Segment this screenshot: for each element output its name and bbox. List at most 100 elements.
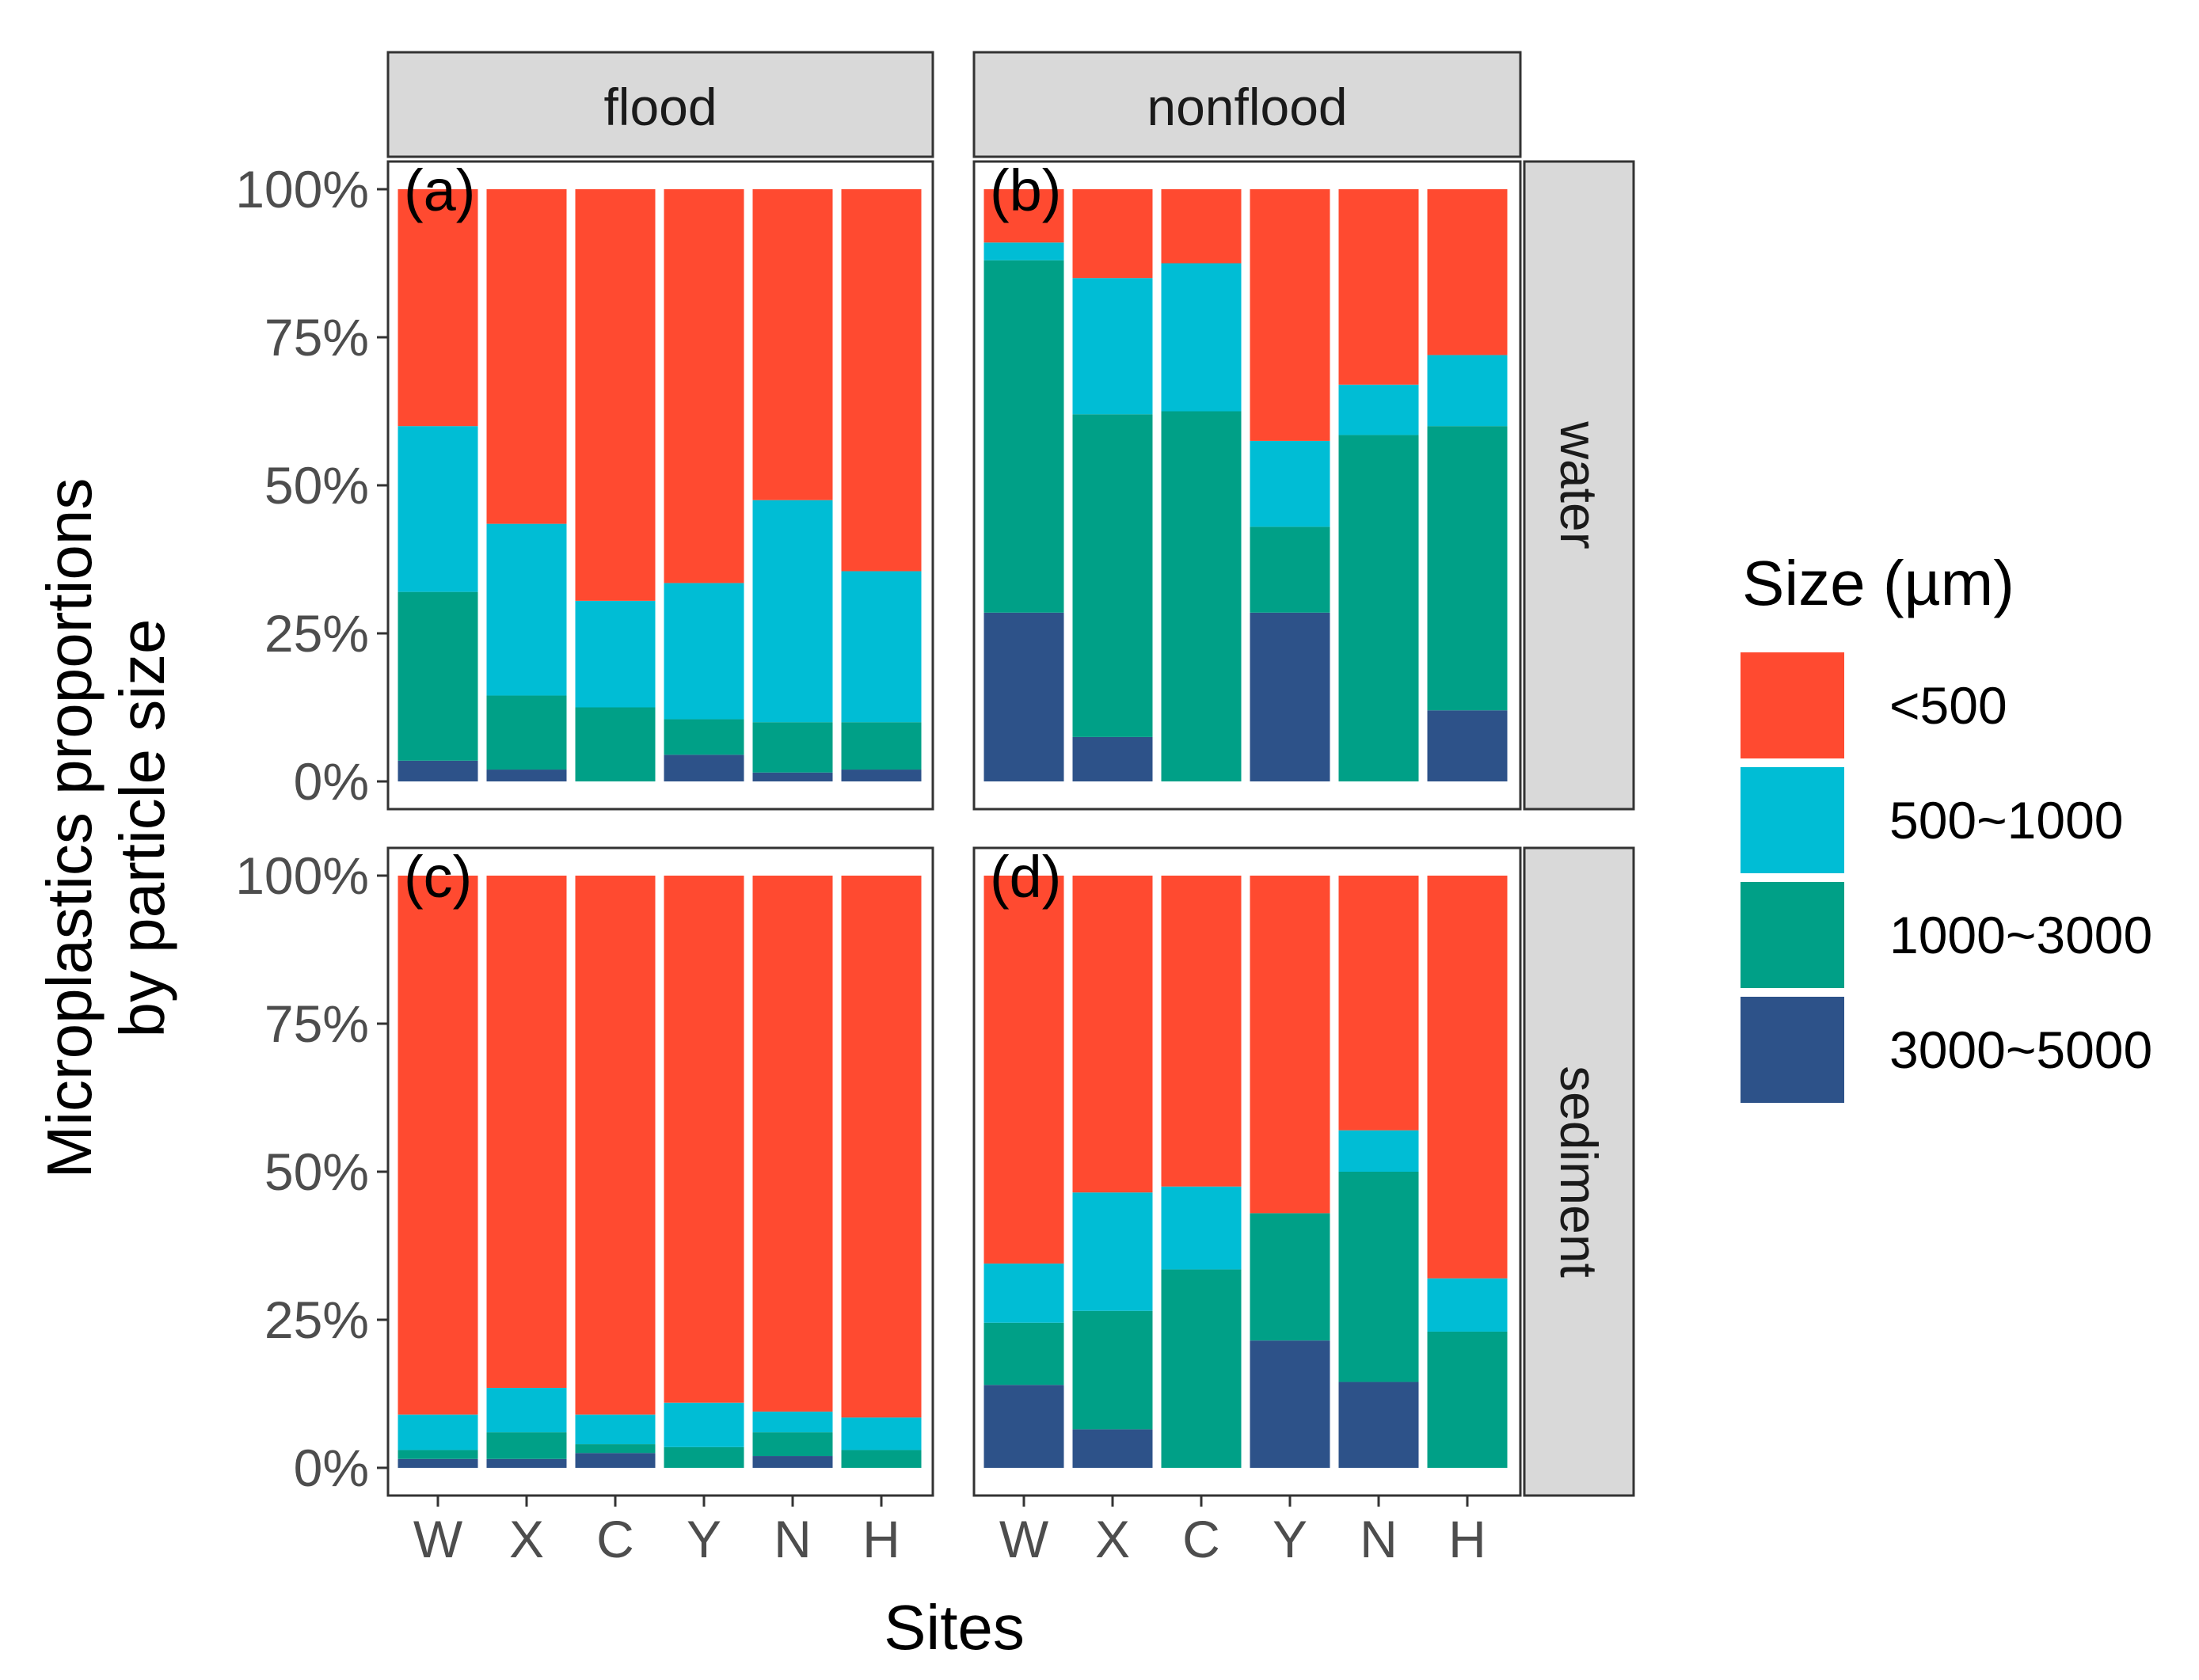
bar-b-X-3000_5000 <box>1072 736 1153 781</box>
bar-c-X-_500 <box>486 876 567 1389</box>
xaxis-right-tick-label-Y: Y <box>1273 1510 1307 1568</box>
y-axis-water: 0% 25% 50% 75% 100% <box>235 160 388 811</box>
bar-d-W-_500 <box>983 876 1064 1264</box>
legend-label-_500: <500 <box>1889 676 2007 735</box>
col-strip-nonflood: nonflood <box>972 51 1522 158</box>
panel-a-bars <box>398 189 922 781</box>
col-strip-nonflood-label: nonflood <box>1147 78 1347 136</box>
bar-d-C-1000_3000 <box>1161 1269 1242 1468</box>
bar-d-X-_500 <box>1072 876 1153 1193</box>
bar-c-W-3000_5000 <box>398 1458 478 1468</box>
legend-items: <500 500~1000 1000~3000 3000~5000 <box>1741 652 2152 1103</box>
xaxis-left-tick-label-Y: Y <box>687 1510 721 1568</box>
yaxis-top-tick-label-25: 25% <box>264 604 369 663</box>
bar-d-H-_500 <box>1427 876 1508 1279</box>
bar-a-N-1000_3000 <box>752 722 833 773</box>
bar-c-N-500_1000 <box>752 1411 833 1433</box>
row-strip-water-label: water <box>1550 420 1608 549</box>
legend-key-1000_3000 <box>1741 882 1844 988</box>
bar-a-X-_500 <box>486 189 567 524</box>
bar-c-Y-_500 <box>664 876 744 1403</box>
panel-d-bars <box>983 876 1508 1468</box>
bar-d-N-500_1000 <box>1338 1130 1419 1172</box>
bar-c-Y-1000_3000 <box>664 1446 744 1468</box>
bar-b-C-500_1000 <box>1161 263 1242 412</box>
bar-c-C-500_1000 <box>575 1414 656 1445</box>
bars-layer <box>398 189 1508 1468</box>
bar-d-H-500_1000 <box>1427 1278 1508 1332</box>
legend-key-_500 <box>1741 652 1844 758</box>
bar-a-C-_500 <box>575 189 656 601</box>
yaxis-top-tick-label-75: 75% <box>264 308 369 367</box>
y-axis-title: Microplastics proportions by particle si… <box>34 478 177 1179</box>
legend: Size (µm) <500 500~1000 1000~3000 3000~5000 <box>1741 548 2152 1103</box>
panel-tag-b: (b) <box>990 158 1061 223</box>
yaxis-top-tick-label-100: 100% <box>235 160 369 219</box>
bar-d-N-3000_5000 <box>1338 1382 1419 1468</box>
bar-b-X-1000_3000 <box>1072 414 1153 737</box>
bar-a-N-3000_5000 <box>752 772 833 781</box>
xaxis-right-tick-label-C: C <box>1182 1510 1220 1568</box>
xaxis-left-tick-label-W: W <box>413 1510 463 1568</box>
bar-c-Y-500_1000 <box>664 1402 744 1447</box>
xaxis-left-tick-label-H: H <box>862 1510 900 1568</box>
bar-d-H-1000_3000 <box>1427 1331 1508 1468</box>
bar-a-W-1000_3000 <box>398 591 478 761</box>
bar-d-X-1000_3000 <box>1072 1310 1153 1430</box>
xaxis-right-tick-label-X: X <box>1095 1510 1130 1568</box>
xaxis-right-tick-label-W: W <box>999 1510 1049 1568</box>
bar-b-W-1000_3000 <box>983 260 1064 613</box>
yaxis-top-tick-label-0: 0% <box>294 752 369 811</box>
y-axis-title-line-2: by particle size <box>107 618 177 1037</box>
legend-title: Size (µm) <box>1742 548 2014 618</box>
col-strip-flood-bg <box>386 51 934 158</box>
row-strip-sediment: sediment <box>1523 846 1635 1497</box>
x-axis-title: Sites <box>884 1592 1025 1663</box>
bar-b-Y-3000_5000 <box>1250 612 1330 781</box>
bar-c-W-_500 <box>398 876 478 1415</box>
bar-c-N-3000_5000 <box>752 1456 833 1468</box>
col-strip-nonflood-bg <box>972 51 1522 158</box>
col-strip-flood: flood <box>386 51 934 158</box>
bar-b-Y-500_1000 <box>1250 440 1330 527</box>
yaxis-bottom-tick-label-25: 25% <box>264 1290 369 1349</box>
panel-b-bars <box>983 189 1508 781</box>
bar-a-Y-_500 <box>664 189 744 583</box>
bar-d-C-500_1000 <box>1161 1186 1242 1270</box>
legend-label-1000_3000: 1000~3000 <box>1889 906 2152 964</box>
xaxis-left-tick-label-X: X <box>509 1510 544 1568</box>
bar-d-Y-_500 <box>1250 876 1330 1214</box>
xaxis-right-tick-label-H: H <box>1448 1510 1486 1568</box>
bar-c-N-_500 <box>752 876 833 1412</box>
row-strip-sediment-bg <box>1523 846 1635 1497</box>
bar-c-W-500_1000 <box>398 1414 478 1450</box>
bar-d-C-_500 <box>1161 876 1242 1187</box>
bar-b-Y-_500 <box>1250 189 1330 441</box>
bar-d-W-500_1000 <box>983 1263 1064 1323</box>
panel-tag-a: (a) <box>404 158 475 223</box>
bar-c-X-500_1000 <box>486 1388 567 1433</box>
panel-frame-b <box>972 160 1522 811</box>
bar-a-H-_500 <box>841 189 922 572</box>
bar-a-Y-3000_5000 <box>664 754 744 781</box>
yaxis-bottom-tick-label-50: 50% <box>264 1142 369 1201</box>
bar-d-W-3000_5000 <box>983 1385 1064 1468</box>
bar-a-H-3000_5000 <box>841 770 922 781</box>
bar-a-H-500_1000 <box>841 571 922 723</box>
bar-b-W-500_1000 <box>983 242 1064 260</box>
legend-key-500_1000 <box>1741 767 1844 873</box>
panel-tag-c: (c) <box>404 844 472 910</box>
bar-d-X-3000_5000 <box>1072 1429 1153 1468</box>
bar-a-H-1000_3000 <box>841 722 922 770</box>
bar-b-H-_500 <box>1427 189 1508 355</box>
panel-frame-d <box>972 846 1522 1497</box>
bar-b-H-3000_5000 <box>1427 710 1508 781</box>
legend-label-500_1000: 500~1000 <box>1889 791 2124 850</box>
bar-b-Y-1000_3000 <box>1250 526 1330 613</box>
bar-b-C-_500 <box>1161 189 1242 264</box>
bar-a-W-3000_5000 <box>398 760 478 781</box>
bar-c-H-_500 <box>841 876 922 1418</box>
y-axis-title-line-1: Microplastics proportions <box>34 478 105 1179</box>
bar-c-C-3000_5000 <box>575 1453 656 1468</box>
